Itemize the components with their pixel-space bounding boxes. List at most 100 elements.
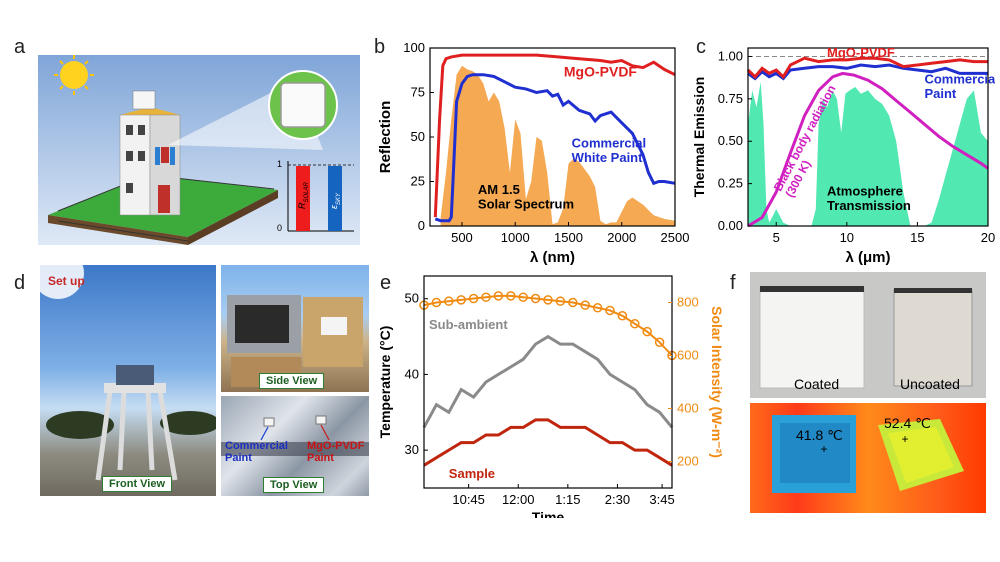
- series-atmosphere-area: [748, 81, 988, 227]
- x-axis-label: λ (nm): [530, 249, 575, 266]
- chart-e: 10:45 12:00 1:15 2:30 3:45 30 40 50 200 400 600 800…: [377, 275, 722, 518]
- x-tick-label: 500: [451, 230, 473, 245]
- y2-tick-label: 200: [677, 454, 699, 469]
- x-tick-label: 20: [981, 230, 995, 245]
- side-view-tag: Side View: [259, 373, 325, 389]
- series-line-mgo-pvdf: [433, 53, 676, 218]
- x-tick-label: 10:45: [452, 492, 485, 507]
- svg-text:+: +: [901, 432, 908, 446]
- uncoated-label: Uncoated: [900, 376, 960, 392]
- mgo-paint-annotation: MgO-PVDF Paint: [307, 440, 365, 464]
- x-tick-label: 1500: [554, 230, 583, 245]
- solar-intensity-point: [456, 295, 466, 305]
- panel-a-illustration: 1 0 RSOLAR εSKY: [38, 55, 360, 245]
- chart-c: 5 10 15 20 0.00 0.25 0.50 0.75 1.00 λ (μm) Thermal…: [691, 45, 995, 266]
- series-label-mgo-pvdf: MgO-PVDF: [827, 45, 895, 60]
- solar-intensity-point: [555, 296, 566, 306]
- bar-e-sky: [328, 166, 342, 231]
- thermal-image: + + 41.8 ℃ 52.4 ℃: [750, 403, 986, 513]
- y-tick-label: 0: [418, 218, 425, 233]
- y-tick-label: 30: [405, 442, 419, 457]
- svg-text:+: +: [820, 442, 827, 456]
- chart-b: 500 1000 1500 2000 2500 0 25 50 75 100 λ (nm) Refle…: [377, 40, 690, 266]
- series-label-mgo-pvdf: MgO-PVDF: [564, 63, 638, 79]
- x-tick-label: 10: [840, 230, 854, 245]
- y-tick-label: 75: [411, 85, 425, 100]
- solar-intensity-point: [431, 297, 442, 308]
- top-view-tag: Top View: [263, 477, 325, 493]
- solar-intensity-point: [518, 292, 528, 302]
- uncoated-temperature: 52.4 ℃: [884, 415, 931, 431]
- setup-label: Set up: [48, 274, 85, 288]
- solar-intensity-point: [493, 291, 504, 301]
- y-tick-label: 0.50: [718, 133, 743, 148]
- series-label-commercial: Commercial White Paint: [572, 136, 646, 165]
- x-tick-label: 2500: [661, 230, 690, 245]
- solar-intensity-point: [530, 293, 541, 304]
- panel-label-b: b: [374, 36, 386, 58]
- x-tick-label: 12:00: [502, 492, 535, 507]
- inset-tick-0: 0: [277, 223, 283, 233]
- y-tick-label: 0.25: [718, 176, 743, 191]
- solar-intensity-point: [642, 326, 652, 337]
- series-label-sub-ambient: Sub-ambient: [429, 317, 508, 332]
- side-view-photo: Side View: [221, 265, 369, 392]
- y-tick-label: 50: [411, 129, 425, 144]
- inset-bar-chart: 1 0 RSOLAR εSKY: [274, 151, 358, 241]
- panel-label-c: c: [696, 36, 706, 58]
- solar-intensity-point: [605, 305, 615, 316]
- plot-frame: [423, 275, 673, 489]
- y-axis-label: Temperature (°C): [377, 326, 393, 439]
- commercial-paint-annotation: Commercial Paint: [225, 440, 288, 464]
- x-tick-label: 15: [910, 230, 924, 245]
- bar-label-e-sky: εSKY: [329, 193, 342, 209]
- x-axis-label: λ (μm): [845, 249, 890, 266]
- y-tick-label: 0.75: [718, 91, 743, 106]
- coated-temperature: 41.8 ℃: [796, 427, 843, 443]
- front-view-tag: Front View: [102, 476, 173, 492]
- plot-frame: [747, 47, 989, 227]
- coated-uncoated-photo: Coated Uncoated: [750, 272, 986, 398]
- x-tick-label: 2:30: [605, 492, 630, 507]
- series-line-sample: [423, 418, 673, 467]
- y-tick-label: 100: [403, 40, 425, 55]
- solar-intensity-point: [592, 303, 603, 313]
- y2-tick-label: 400: [677, 401, 699, 416]
- front-view-photo: Set up Front View: [40, 265, 216, 496]
- coated-label: Coated: [794, 376, 840, 392]
- bar-label-r-solar: RSOLAR: [297, 182, 310, 209]
- series-line-sub-ambient: [422, 334, 674, 429]
- x-tick-label: 3:45: [649, 492, 674, 507]
- bar-r-solar: [296, 166, 310, 231]
- panel-label-e: e: [380, 272, 392, 294]
- solar-intensity-point: [630, 318, 640, 329]
- y-tick-label: 25: [411, 174, 425, 189]
- panel-label-d: d: [14, 272, 26, 294]
- x-tick-label: 2000: [607, 230, 636, 245]
- series-line-commercial: [434, 73, 676, 223]
- solar-intensity-point: [580, 300, 590, 310]
- series-label-sample: Sample: [449, 466, 495, 481]
- panel-label-a: a: [14, 36, 26, 58]
- series-label-atmosphere: Atmosphere Transmission: [827, 183, 911, 212]
- solar-intensity-point: [543, 295, 553, 305]
- y2-tick-label: 800: [677, 295, 699, 310]
- solar-intensity-point: [506, 291, 516, 301]
- panel-label-f: f: [730, 272, 736, 294]
- x-tick-label: 1:15: [555, 492, 580, 507]
- y-axis-label: Reflection: [377, 101, 394, 174]
- inset-tick-1: 1: [277, 159, 283, 169]
- solar-intensity-point: [468, 293, 479, 304]
- x-tick-label: 1000: [501, 230, 530, 245]
- series-label-solar-spectrum: AM 1.5 Solar Spectrum: [478, 182, 574, 211]
- solar-intensity-point: [481, 292, 491, 302]
- solar-intensity-point: [617, 311, 628, 321]
- solar-intensity-point: [444, 296, 454, 306]
- y-axis-label: Thermal Emission: [691, 77, 707, 198]
- solar-intensity-point: [654, 337, 665, 347]
- series-label-commercial: Commercial Paint: [924, 72, 995, 101]
- house-illustration: [119, 90, 181, 216]
- sun-icon: [54, 55, 94, 95]
- y-tick-label: 40: [405, 366, 419, 381]
- series-line-mgo-pvdf: [746, 56, 988, 80]
